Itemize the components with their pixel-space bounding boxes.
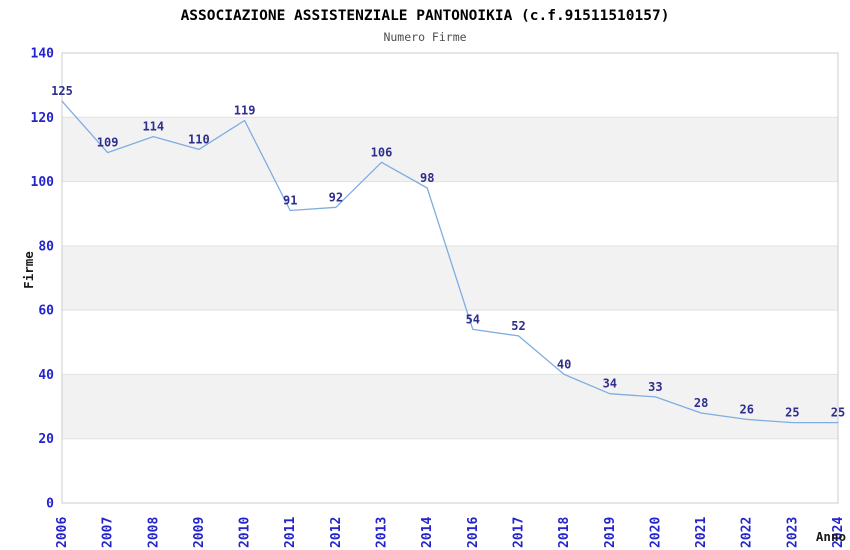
y-tick-label: 120: [31, 111, 55, 126]
x-tick-label: 2023: [785, 517, 800, 548]
x-axis-ticks: 2006 2007 2008 2009 2010 2011 2012 2013 2014 2016…: [55, 517, 846, 548]
y-tick-label: 0: [46, 497, 54, 512]
data-label: 91: [283, 194, 297, 208]
y-tick-label: 100: [31, 175, 55, 190]
x-tick-label: 2021: [694, 517, 709, 548]
y-axis-ticks: 0 20 40 60 80 100 120 140: [31, 47, 55, 512]
gridlines: [62, 116, 838, 440]
x-tick-label: 2020: [648, 517, 663, 548]
x-axis-title: Anno: [816, 529, 846, 544]
grid-band: [62, 117, 838, 182]
data-label: 54: [466, 312, 480, 326]
x-tick-label: 2013: [375, 517, 390, 548]
data-label: 34: [603, 377, 617, 391]
y-tick-label: 40: [38, 368, 54, 383]
y-tick-label: 80: [38, 239, 54, 254]
grid-bands: [62, 117, 838, 439]
data-label: 33: [648, 380, 662, 394]
x-tick-label: 2012: [329, 517, 344, 548]
y-axis-title: Firme: [21, 251, 36, 289]
plot-border: [61, 52, 839, 504]
chart-titles: ASSOCIAZIONE ASSISTENZIALE PANTONOIKIA (…: [21, 8, 846, 544]
grid-band: [62, 374, 838, 439]
x-tick-label: 2014: [420, 517, 435, 548]
x-tick-label: 2017: [512, 517, 527, 548]
grid-band: [62, 245, 838, 311]
data-label: 98: [420, 171, 434, 185]
data-label: 106: [371, 145, 393, 159]
data-label: 119: [234, 104, 256, 118]
data-label: 92: [329, 190, 343, 204]
y-tick-label: 140: [31, 47, 55, 62]
data-label: 40: [557, 357, 571, 371]
y-tick-label: 20: [38, 432, 54, 447]
data-label: 26: [739, 402, 753, 416]
data-label: 52: [511, 319, 525, 333]
x-tick-label: 2006: [55, 517, 70, 548]
x-tick-label: 2019: [603, 517, 618, 548]
x-tick-label: 2010: [238, 517, 253, 548]
x-tick-label: 2024: [831, 517, 846, 548]
data-label: 125: [51, 84, 73, 98]
data-label: 28: [694, 396, 708, 410]
data-label: 110: [188, 132, 210, 146]
data-label: 25: [785, 406, 799, 420]
x-tick-label: 2009: [192, 517, 207, 548]
plot-frame: [61, 52, 839, 504]
y-tick-label: 60: [38, 304, 54, 319]
data-label: 25: [831, 406, 845, 420]
x-tick-label: 2022: [740, 517, 755, 548]
x-tick-label: 2007: [101, 517, 116, 548]
x-tick-label: 2008: [146, 517, 161, 548]
series-line: [61, 100, 839, 424]
x-tick-label: 2016: [466, 517, 481, 548]
chart-title: ASSOCIAZIONE ASSISTENZIALE PANTONOIKIA (…: [181, 8, 670, 24]
data-label: 109: [97, 136, 119, 150]
chart-subtitle: Numero Firme: [383, 30, 466, 44]
x-tick-label: 2018: [557, 517, 572, 548]
data-labels: 125 109 114 110 119 91 92 106 98 54 52 40 34 33 28 26 25…: [51, 84, 845, 419]
x-tick-label: 2011: [283, 517, 298, 548]
data-label: 114: [142, 120, 164, 134]
firme-series-line: [61, 100, 839, 424]
